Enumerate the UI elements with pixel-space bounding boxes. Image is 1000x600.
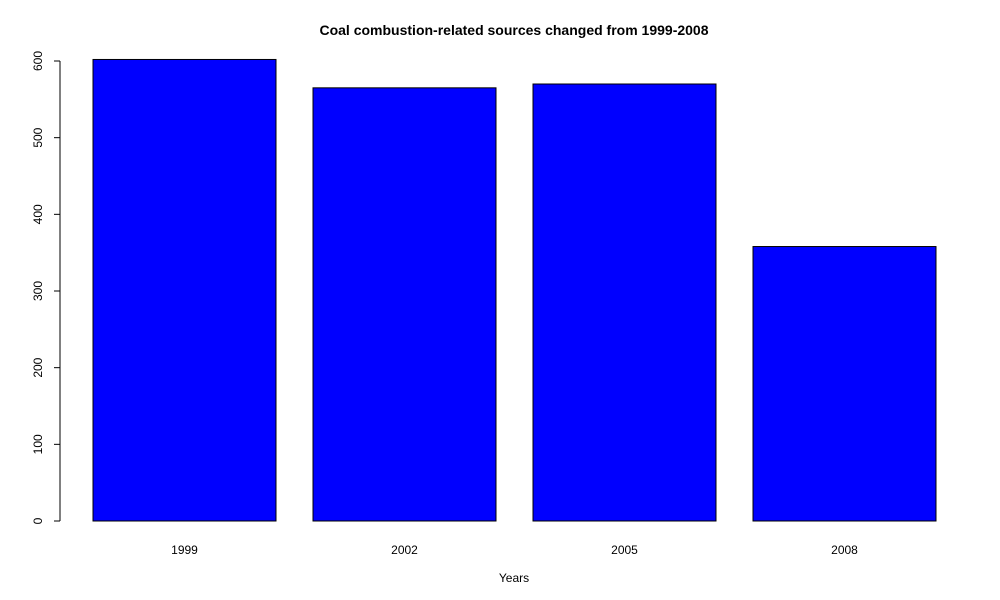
y-tick-label: 100: [31, 434, 45, 454]
x-axis-labels: 1999 2002 2005 2008: [171, 543, 858, 557]
y-tick-label: 500: [31, 127, 45, 147]
y-tick-label: 200: [31, 357, 45, 377]
y-tick-label: 600: [31, 51, 45, 71]
y-axis: 0 100 200 300 400 500 600: [31, 51, 61, 524]
bar-2008: [752, 246, 937, 522]
x-tick-label: 2002: [391, 543, 418, 557]
x-axis-title: Years: [499, 571, 529, 585]
y-tick-label: 400: [31, 204, 45, 224]
bar-1999: [92, 58, 277, 522]
chart-title: Coal combustion-related sources changed …: [319, 22, 708, 38]
y-tick-label: 0: [31, 517, 45, 524]
x-tick-label: 2005: [611, 543, 638, 557]
y-tick-label: 300: [31, 281, 45, 301]
x-tick-label: 2008: [831, 543, 858, 557]
x-tick-label: 1999: [171, 543, 198, 557]
bar-2002: [312, 87, 497, 522]
bars: [92, 58, 937, 522]
bar-2005: [532, 83, 717, 522]
